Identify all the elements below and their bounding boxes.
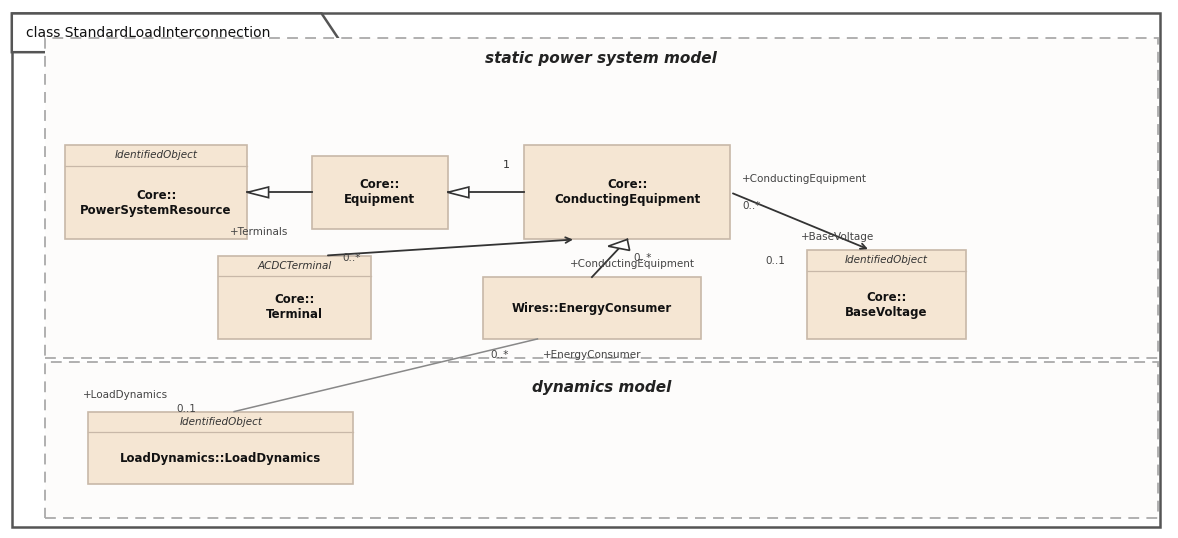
Text: +LoadDynamics: +LoadDynamics xyxy=(82,391,167,400)
Text: +Terminals: +Terminals xyxy=(230,226,289,237)
Text: 0..*: 0..* xyxy=(343,253,362,263)
Text: 1: 1 xyxy=(503,160,510,171)
FancyBboxPatch shape xyxy=(65,145,247,239)
Text: Core::
Equipment: Core:: Equipment xyxy=(344,178,416,207)
Text: IdentifiedObject: IdentifiedObject xyxy=(114,151,198,160)
Text: IdentifiedObject: IdentifiedObject xyxy=(179,417,263,427)
Text: 0..*: 0..* xyxy=(634,253,651,263)
Text: Core::
BaseVoltage: Core:: BaseVoltage xyxy=(845,291,928,319)
Polygon shape xyxy=(608,239,630,250)
Text: 0..*: 0..* xyxy=(742,201,761,211)
Text: Wires::EnergyConsumer: Wires::EnergyConsumer xyxy=(511,301,673,315)
Text: +BaseVoltage: +BaseVoltage xyxy=(801,232,874,242)
FancyBboxPatch shape xyxy=(88,412,353,484)
Text: Core::
Terminal: Core:: Terminal xyxy=(266,293,323,322)
Text: static power system model: static power system model xyxy=(485,51,717,66)
FancyBboxPatch shape xyxy=(218,256,371,339)
Text: dynamics model: dynamics model xyxy=(531,380,671,395)
Text: Core::
ConductingEquipment: Core:: ConductingEquipment xyxy=(554,178,701,207)
FancyBboxPatch shape xyxy=(524,145,730,239)
Text: 0..1: 0..1 xyxy=(177,404,197,414)
FancyBboxPatch shape xyxy=(12,13,1160,527)
FancyBboxPatch shape xyxy=(45,38,1158,358)
FancyBboxPatch shape xyxy=(312,156,448,229)
FancyBboxPatch shape xyxy=(807,250,966,339)
Text: class StandardLoadInterconnection: class StandardLoadInterconnection xyxy=(26,26,270,40)
Text: +ConductingEquipment: +ConductingEquipment xyxy=(570,259,695,268)
Text: +ConductingEquipment: +ConductingEquipment xyxy=(742,174,867,184)
FancyBboxPatch shape xyxy=(483,277,701,339)
Polygon shape xyxy=(12,13,348,52)
Text: Core::
PowerSystemResource: Core:: PowerSystemResource xyxy=(80,188,232,217)
Polygon shape xyxy=(247,187,269,197)
Polygon shape xyxy=(448,187,469,197)
Text: ACDCTerminal: ACDCTerminal xyxy=(257,261,332,271)
Text: 0..1: 0..1 xyxy=(766,256,786,266)
Text: LoadDynamics::LoadDynamics: LoadDynamics::LoadDynamics xyxy=(120,451,322,465)
Text: +EnergyConsumer: +EnergyConsumer xyxy=(543,350,642,360)
Text: IdentifiedObject: IdentifiedObject xyxy=(845,256,928,265)
FancyBboxPatch shape xyxy=(45,362,1158,518)
Text: 0..*: 0..* xyxy=(490,350,509,360)
